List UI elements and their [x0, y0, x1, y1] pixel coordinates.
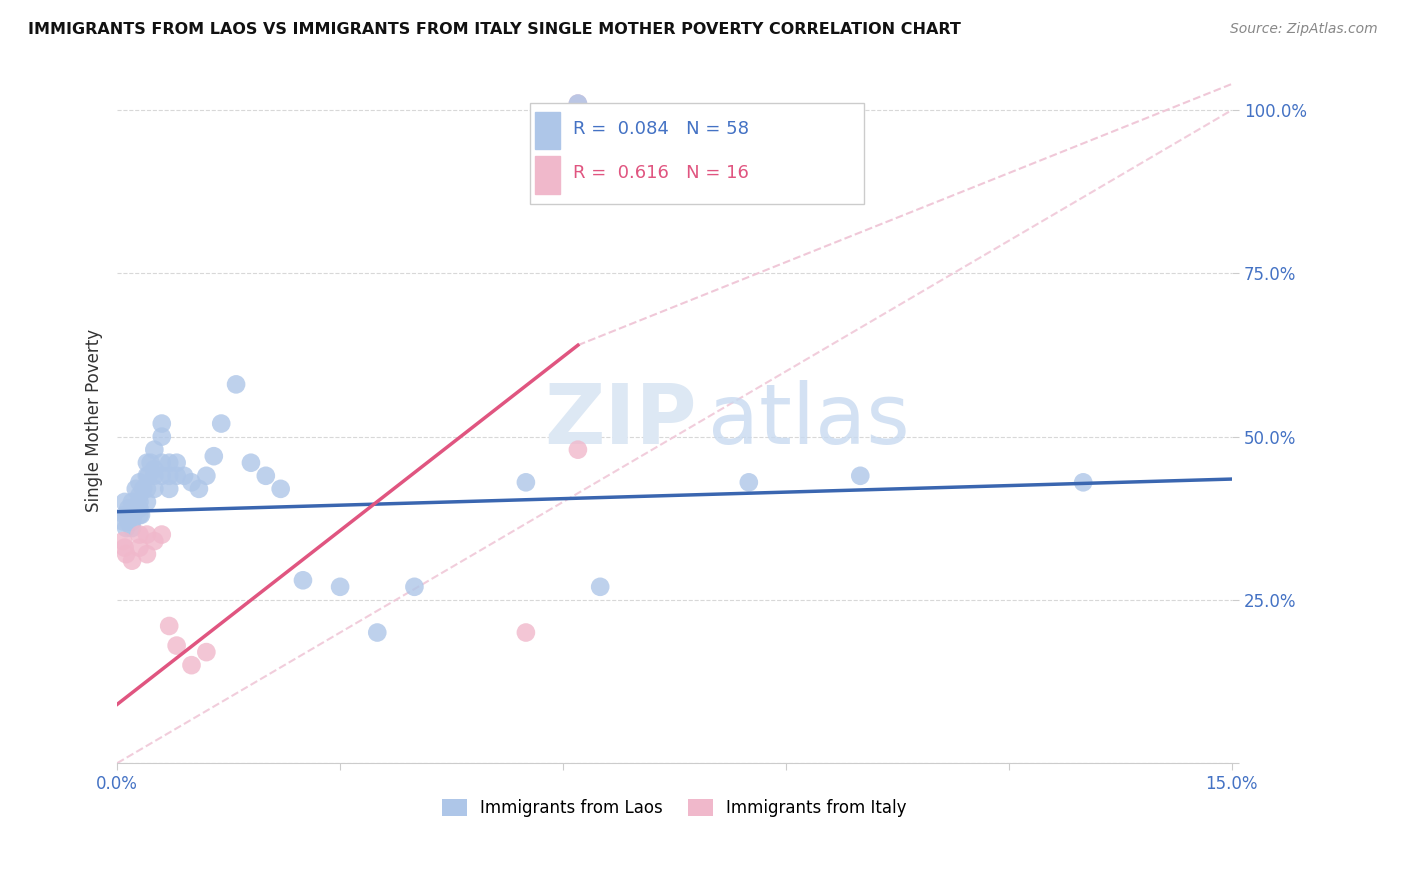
- Point: [515, 625, 537, 640]
- Bar: [536, 112, 560, 150]
- Point: [150, 417, 173, 431]
- Bar: [536, 156, 560, 194]
- FancyBboxPatch shape: [530, 103, 865, 204]
- Point: [138, 468, 160, 483]
- Point: [122, 508, 145, 522]
- Point: [135, 468, 157, 483]
- Point: [849, 468, 872, 483]
- Point: [143, 468, 166, 483]
- Text: R =  0.616   N = 16: R = 0.616 N = 16: [574, 164, 749, 183]
- Point: [121, 515, 143, 529]
- Point: [128, 541, 150, 555]
- Point: [128, 527, 150, 541]
- Point: [187, 482, 209, 496]
- Point: [128, 508, 150, 522]
- Point: [115, 508, 138, 522]
- Text: atlas: atlas: [709, 380, 910, 461]
- Point: [135, 495, 157, 509]
- Point: [128, 495, 150, 509]
- Point: [115, 521, 138, 535]
- Point: [157, 619, 180, 633]
- Point: [150, 468, 173, 483]
- Point: [157, 468, 180, 483]
- Point: [157, 456, 180, 470]
- Point: [114, 495, 136, 509]
- Point: [117, 501, 139, 516]
- Point: [128, 475, 150, 490]
- Point: [157, 482, 180, 496]
- Point: [166, 468, 188, 483]
- Point: [225, 377, 247, 392]
- Point: [366, 625, 388, 640]
- Point: [589, 580, 612, 594]
- Point: [166, 456, 188, 470]
- Point: [115, 547, 138, 561]
- Point: [114, 541, 136, 555]
- Point: [132, 482, 155, 496]
- Text: R =  0.084   N = 58: R = 0.084 N = 58: [574, 120, 749, 138]
- Point: [125, 482, 148, 496]
- Point: [121, 554, 143, 568]
- Point: [173, 468, 195, 483]
- Point: [150, 429, 173, 443]
- Point: [166, 639, 188, 653]
- Point: [567, 96, 589, 111]
- Point: [195, 468, 218, 483]
- Point: [121, 521, 143, 535]
- Point: [202, 449, 225, 463]
- Point: [112, 534, 135, 549]
- Point: [139, 456, 162, 470]
- Text: Source: ZipAtlas.com: Source: ZipAtlas.com: [1230, 22, 1378, 37]
- Point: [515, 475, 537, 490]
- Point: [209, 417, 232, 431]
- Point: [129, 508, 152, 522]
- Point: [270, 482, 292, 496]
- Point: [150, 456, 173, 470]
- Point: [180, 658, 202, 673]
- Point: [121, 495, 143, 509]
- Legend: Immigrants from Laos, Immigrants from Italy: Immigrants from Laos, Immigrants from It…: [436, 792, 914, 823]
- Point: [1071, 475, 1094, 490]
- Point: [404, 580, 426, 594]
- Point: [150, 527, 173, 541]
- Point: [738, 475, 761, 490]
- Text: ZIP: ZIP: [544, 380, 697, 461]
- Point: [114, 508, 136, 522]
- Point: [112, 515, 135, 529]
- Point: [180, 475, 202, 490]
- Point: [128, 488, 150, 502]
- Point: [121, 508, 143, 522]
- Point: [143, 462, 166, 476]
- Point: [567, 96, 589, 111]
- Point: [135, 456, 157, 470]
- Point: [143, 534, 166, 549]
- Point: [143, 482, 166, 496]
- Point: [329, 580, 352, 594]
- Y-axis label: Single Mother Poverty: Single Mother Poverty: [86, 329, 103, 512]
- Point: [135, 482, 157, 496]
- Point: [128, 501, 150, 516]
- Point: [239, 456, 262, 470]
- Point: [291, 574, 314, 588]
- Text: IMMIGRANTS FROM LAOS VS IMMIGRANTS FROM ITALY SINGLE MOTHER POVERTY CORRELATION : IMMIGRANTS FROM LAOS VS IMMIGRANTS FROM …: [28, 22, 960, 37]
- Point: [195, 645, 218, 659]
- Point: [143, 442, 166, 457]
- Point: [567, 442, 589, 457]
- Point: [117, 515, 139, 529]
- Point: [135, 527, 157, 541]
- Point: [135, 547, 157, 561]
- Point: [254, 468, 277, 483]
